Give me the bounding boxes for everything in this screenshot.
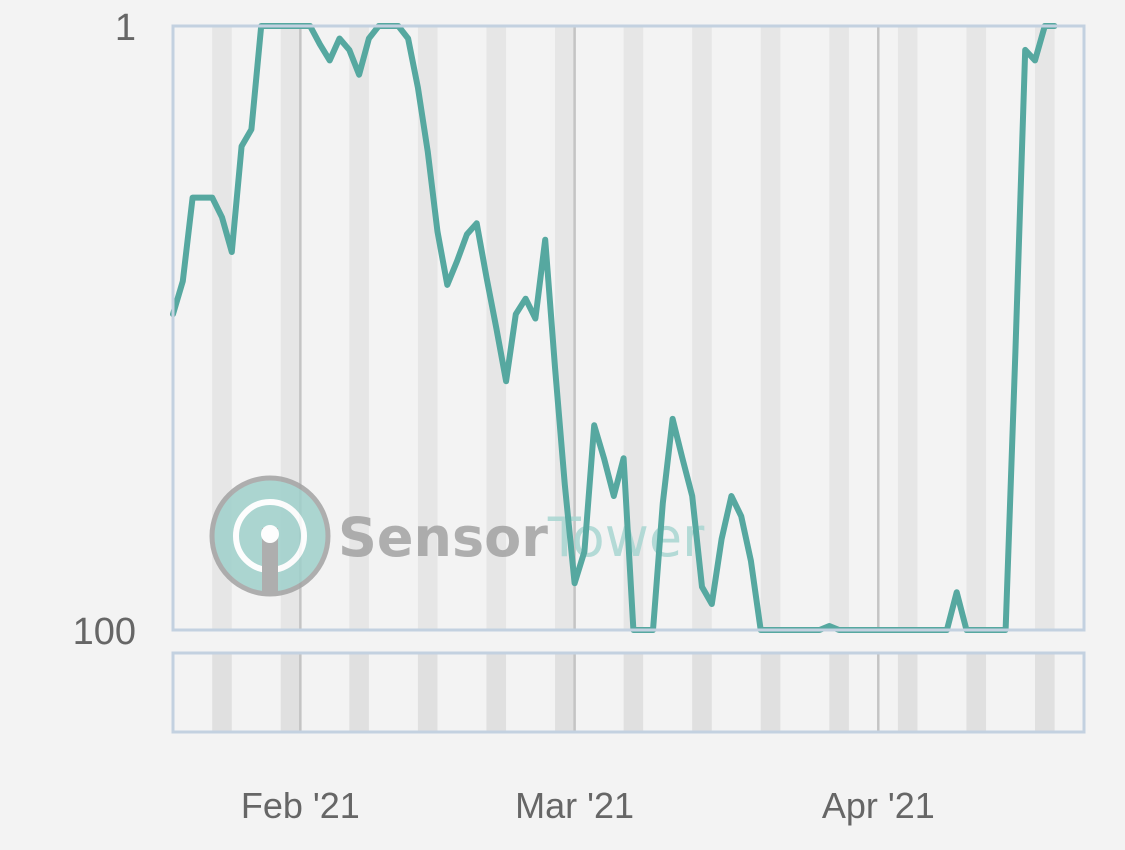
navigator-weekend-band [760, 653, 781, 732]
weekend-band [897, 26, 918, 630]
y-tick-label: 100 [73, 611, 136, 653]
navigator-weekend-band [349, 653, 369, 732]
plot-border [171, 24, 1086, 632]
navigator-weekend-band [486, 653, 507, 732]
weekend-band [212, 26, 232, 630]
navigator-weekend-band [623, 653, 644, 732]
navigator-weekend-band [555, 653, 575, 732]
navigator-weekend-band [212, 653, 232, 732]
weekend-band [966, 26, 987, 630]
weekend-band [555, 26, 575, 630]
navigator-weekend-band [417, 653, 438, 732]
weekend-band [1035, 26, 1055, 630]
navigator-weekend-band [897, 653, 918, 732]
weekend-band [623, 26, 644, 630]
svg-text:SensorTower: SensorTower [338, 506, 705, 569]
x-tick-label: Mar '21 [515, 785, 634, 826]
navigator-weekend-band [1035, 653, 1055, 732]
navigator-weekend-band [966, 653, 987, 732]
y-tick-label: 1 [115, 7, 136, 49]
sensor-tower-logo-icon [209, 475, 331, 597]
weekend-band [829, 26, 849, 630]
weekend-band [760, 26, 781, 630]
navigator-weekend-band [829, 653, 849, 732]
x-tick-label: Apr '21 [822, 785, 935, 826]
navigator-border [171, 651, 1086, 734]
weekend-band [692, 26, 712, 630]
navigator-weekend-band [692, 653, 712, 732]
watermark-text-sensor: Sensor [338, 506, 548, 569]
weekend-band [349, 26, 369, 630]
navigator-weekend-band [280, 653, 301, 732]
x-tick-label: Feb '21 [241, 785, 360, 826]
